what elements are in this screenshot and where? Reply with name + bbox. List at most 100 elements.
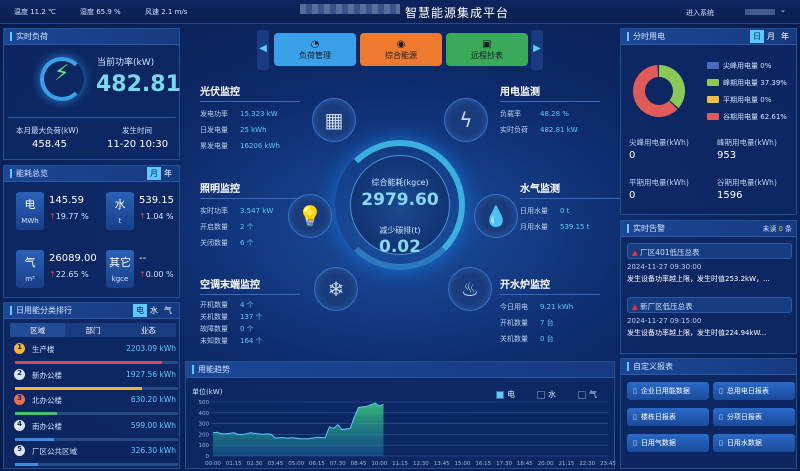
- nav-next-button[interactable]: ▶: [531, 30, 543, 70]
- tab-year[interactable]: 年: [164, 169, 172, 178]
- list-item[interactable]: 1 生产楼 2203.09 kWh: [12, 341, 178, 369]
- type-water[interactable]: 水: [150, 306, 158, 315]
- legend-0[interactable]: 电: [496, 389, 515, 400]
- legend-checkbox[interactable]: [496, 390, 504, 399]
- section-title: 水气监测: [520, 180, 620, 199]
- legend-swatch: [707, 62, 719, 69]
- lighting-section: 照明监控 实时功率 3.547 kW 开启数量 2 个关闭数量 6 个: [200, 180, 300, 251]
- nav-button-0[interactable]: ◔ 负荷管理: [274, 33, 356, 66]
- alarm-panel: 实时告警 未读 0 条 ▲ 厂区401低压总表 2024-11-27 09:30:0…: [620, 220, 797, 354]
- lightning-icon[interactable]: ϟ: [444, 98, 488, 142]
- legend-checkbox[interactable]: [537, 390, 545, 399]
- air-conditioner-icon[interactable]: ❄: [314, 267, 358, 311]
- x-tick-label: 12:30: [413, 461, 429, 467]
- report-button[interactable]: 分项日报表: [713, 408, 795, 426]
- metric-row: 故障数量 0 个: [200, 323, 300, 335]
- rank-value: 630.20 kWh: [130, 395, 176, 404]
- consumption-change: ↑19.77 %: [49, 212, 89, 221]
- metric-label: 发电功率: [200, 110, 228, 118]
- water-drop-icon[interactable]: 💧: [474, 194, 518, 238]
- rank-bar: [15, 386, 178, 390]
- report-button[interactable]: 楼栋日报表: [627, 408, 709, 426]
- panel-title: 自定义报表: [621, 359, 796, 375]
- ac-section: 空调末端监控 开机数量 4 个关机数量 137 个故障数量 0 个未知数量 164 个: [200, 276, 300, 347]
- donut-slice-3: [633, 65, 678, 117]
- list-item[interactable]: 5 厂区公共区域 326.30 kWh: [12, 443, 178, 471]
- metric-label: 累发电量: [200, 142, 228, 150]
- carbon-label: 减少碳排(t): [379, 226, 421, 235]
- legend-checkbox[interactable]: [578, 390, 586, 399]
- series-area-electric: [213, 403, 384, 456]
- change-text: 19.77 %: [55, 212, 89, 221]
- stat-value: 0: [629, 150, 636, 161]
- chevron-down-icon[interactable]: ⌄: [780, 6, 786, 14]
- rank-bar: [15, 437, 178, 441]
- alarm-item[interactable]: ▲ 厂区401低压总表 2024-11-27 09:30:00 发生设备功率越上…: [627, 243, 792, 293]
- pv-section: 光伏监控 发电功率 15.323 kW 日发电量 25 kWh 累发电量 16206 kWh: [200, 83, 300, 154]
- legend-swatch: [707, 96, 719, 103]
- donut-slice-1: [659, 65, 685, 109]
- nav-button-1[interactable]: ◉ 综合能源: [360, 33, 442, 66]
- page-title: 智慧能源集成平台: [405, 6, 510, 20]
- tab-month[interactable]: 月: [147, 167, 161, 180]
- user-name-blurred[interactable]: [745, 9, 775, 15]
- metric-row: 实时负荷 482.81 kW: [500, 122, 600, 138]
- stat-label: 平期用电量(kWh): [629, 178, 689, 187]
- unread-label: 未读: [762, 224, 777, 233]
- tab-area[interactable]: 区域: [10, 323, 66, 337]
- tab-year[interactable]: 年: [781, 32, 789, 41]
- consumption-change: ↑1.04 %: [139, 212, 174, 221]
- boiler-icon[interactable]: ♨: [448, 267, 492, 311]
- panel-title-text: 分时用电: [633, 32, 665, 41]
- list-item[interactable]: 2 新办公楼 1927.56 kWh: [12, 367, 178, 395]
- tab-month[interactable]: 月: [767, 32, 775, 41]
- legend-1[interactable]: 水: [537, 389, 556, 400]
- metric-row: 负载率 48.28 %: [500, 106, 600, 122]
- reports-panel: 自定义报表 企业日用能数据总用电日报表楼栋日报表分项日报表日用气数据日用水数据: [620, 358, 797, 469]
- y-tick-label: 200: [199, 432, 210, 438]
- type-gas[interactable]: 气: [164, 306, 172, 315]
- alarm-item[interactable]: ▲ 新厂区低压总表 2024-11-27 09:15:00 发生设备功率越上限，…: [627, 297, 792, 347]
- stat-label: 峰期用电量(kWh): [717, 138, 777, 147]
- legend-pct: 62.61%: [760, 112, 787, 121]
- report-button[interactable]: 日用水数据: [713, 434, 795, 452]
- report-button[interactable]: 企业日用能数据: [627, 382, 709, 400]
- legend-2[interactable]: 气: [578, 389, 597, 400]
- metric-label: 关机数量: [500, 335, 528, 343]
- x-tick-label: 00:00: [205, 461, 221, 467]
- list-item[interactable]: 4 南办公楼 599.00 kWh: [12, 418, 178, 446]
- tab-department[interactable]: 部门: [85, 326, 101, 335]
- change-text: 0.00 %: [145, 270, 174, 279]
- power-label: 当前功率(kW): [97, 58, 155, 68]
- nav-label: 远程抄表: [471, 50, 503, 60]
- legend-pct: 0%: [760, 61, 772, 70]
- report-button[interactable]: 日用气数据: [627, 434, 709, 452]
- nav-button-2[interactable]: ▣ 远程抄表: [446, 33, 528, 66]
- nav-prev-button[interactable]: ◀: [257, 30, 269, 70]
- y-tick-label: 100: [199, 443, 210, 449]
- section-title: 照明监控: [200, 180, 300, 199]
- report-button[interactable]: 总用电日报表: [713, 382, 795, 400]
- enter-system-link[interactable]: 进入系统: [686, 9, 714, 17]
- rank-badge: 2: [14, 368, 25, 380]
- tab-day[interactable]: 日: [750, 30, 764, 43]
- tab-business[interactable]: 业态: [140, 326, 156, 335]
- legend-label: 电: [507, 390, 515, 399]
- rank-name: 南办公楼: [32, 421, 62, 431]
- alarm-icon: ▲: [632, 302, 638, 311]
- arrow-up-icon: ↑: [139, 212, 146, 221]
- rank-bar: [15, 361, 178, 364]
- metric-label: 日发电量: [200, 126, 228, 134]
- type-electric[interactable]: 电: [133, 304, 147, 317]
- gauge-icon: ◔: [310, 38, 320, 50]
- alarm-message: 发生设备功率越上限，发生时值224.94kW...: [627, 329, 767, 337]
- light-bulb-icon[interactable]: 💡: [288, 194, 332, 238]
- x-tick-label: 18:45: [517, 461, 533, 467]
- metric-value: 16206 kWh: [240, 142, 280, 150]
- list-item[interactable]: 3 北办公楼 630.20 kWh: [12, 392, 178, 420]
- energy-icon: ◉: [396, 38, 406, 50]
- consumption-change: ↑0.00 %: [139, 270, 174, 279]
- solar-panel-icon[interactable]: ▦: [312, 98, 356, 142]
- energy-label: 综合能耗(kgce): [371, 178, 429, 187]
